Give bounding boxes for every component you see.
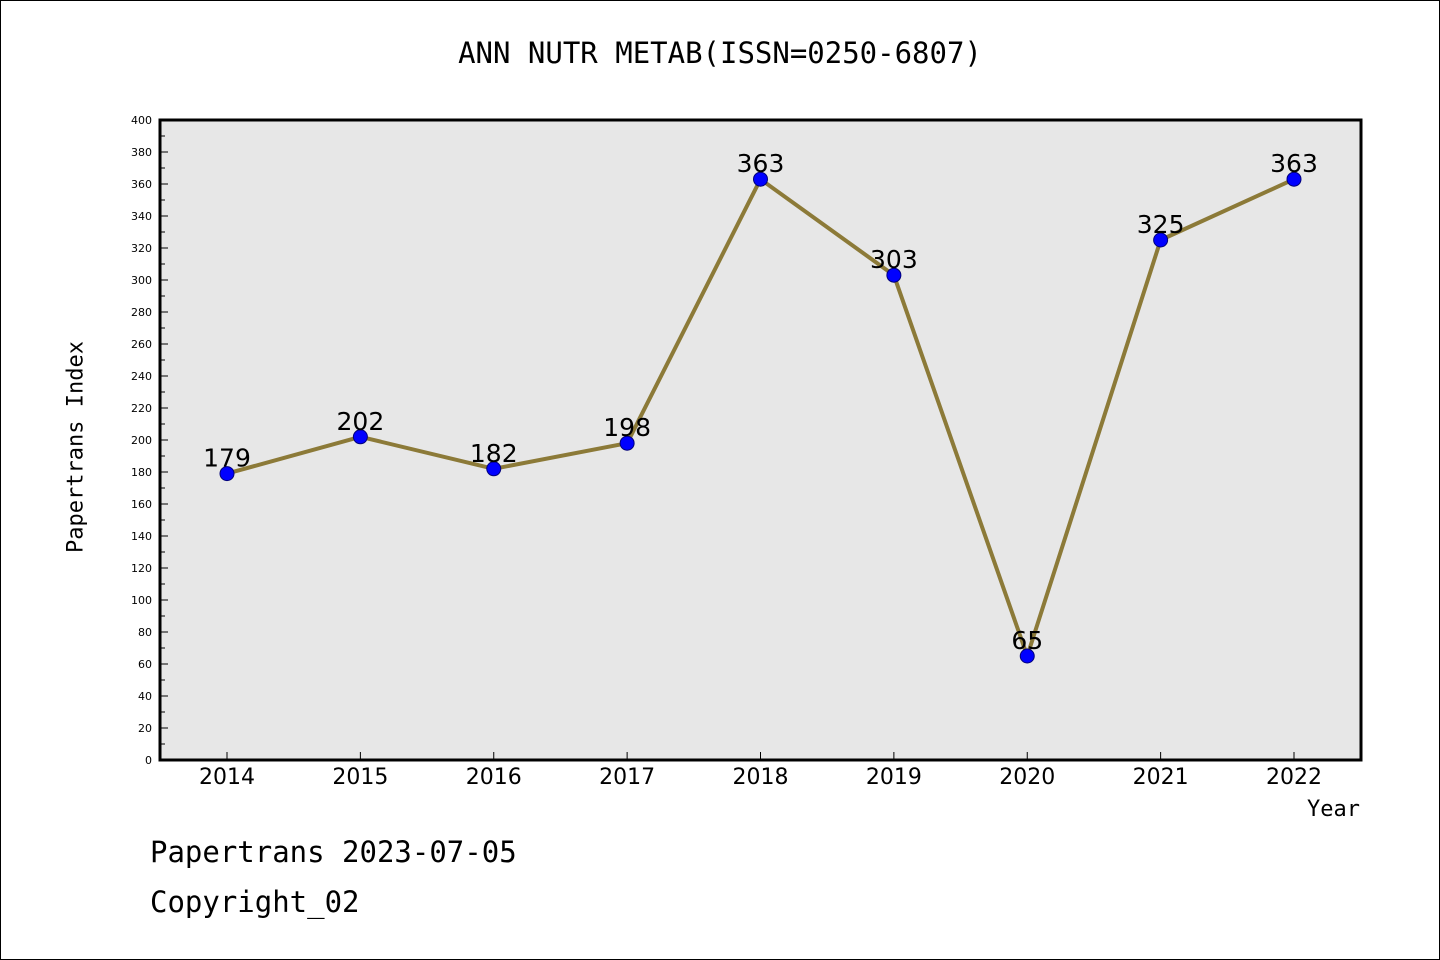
y-tick-label: 80 xyxy=(138,626,152,639)
data-label: 363 xyxy=(1270,149,1318,178)
x-axis-label: Year xyxy=(1307,797,1360,822)
data-label: 303 xyxy=(870,245,918,274)
data-point xyxy=(886,267,902,283)
plot-border xyxy=(158,118,1363,762)
y-tick-label: 140 xyxy=(131,530,152,543)
data-point xyxy=(352,429,368,445)
y-tick-label: 100 xyxy=(131,594,152,607)
y-tick-label: 280 xyxy=(131,306,152,319)
x-tick-label: 2015 xyxy=(332,765,388,790)
data-label: 198 xyxy=(603,413,651,442)
y-tick-label: 40 xyxy=(138,690,152,703)
y-tick-label: 340 xyxy=(131,210,152,223)
y-tick-label: 300 xyxy=(131,274,152,287)
data-point xyxy=(219,466,235,482)
data-labels: 179 202 182 198 363 303 65 325 363 xyxy=(203,149,1318,655)
y-tick-label: 380 xyxy=(131,146,152,159)
x-tick-label: 2022 xyxy=(1266,765,1322,790)
y-tick-label: 400 xyxy=(131,114,152,127)
data-point xyxy=(753,171,768,187)
x-tick-label: 2016 xyxy=(466,765,522,790)
x-tick-label: 2020 xyxy=(999,765,1055,790)
y-tick-label: 320 xyxy=(131,242,152,255)
y-tick-label: 160 xyxy=(131,498,152,511)
data-point xyxy=(486,461,502,477)
data-label: 363 xyxy=(737,149,785,178)
data-points xyxy=(219,171,1302,664)
x-tick-label: 2019 xyxy=(866,765,922,790)
data-label: 182 xyxy=(470,439,518,468)
data-point xyxy=(1153,232,1169,248)
y-tick-label: 0 xyxy=(145,754,152,767)
footer-date: Papertrans 2023-07-05 xyxy=(150,835,517,869)
data-point xyxy=(1286,171,1302,187)
y-tick-label: 20 xyxy=(138,722,152,735)
data-label: 325 xyxy=(1137,210,1185,239)
data-label: 65 xyxy=(1011,626,1043,655)
footer-copyright: Copyright_02 xyxy=(150,885,360,919)
data-point xyxy=(1019,648,1035,664)
y-tick-label: 60 xyxy=(138,658,152,671)
data-label: 179 xyxy=(203,444,251,473)
y-tick-label: 120 xyxy=(131,562,152,575)
y-tick-label: 220 xyxy=(131,402,152,415)
y-tick-label: 200 xyxy=(131,434,152,447)
data-label: 202 xyxy=(337,407,385,436)
y-tick-label: 180 xyxy=(131,466,152,479)
x-axis: 2014 2015 2016 2017 2018 2019 2020 2021 2022 xyxy=(199,752,1322,790)
y-tick-label: 260 xyxy=(131,338,152,351)
y-tick-label: 240 xyxy=(131,370,152,383)
x-tick-label: 2017 xyxy=(599,765,655,790)
y-tick-label: 360 xyxy=(131,178,152,191)
x-tick-label: 2018 xyxy=(733,765,789,790)
x-tick-label: 2014 xyxy=(199,765,255,790)
data-point xyxy=(619,435,635,451)
chart-title: ANN NUTR METAB(ISSN=0250-6807) xyxy=(458,36,982,70)
x-tick-label: 2021 xyxy=(1133,765,1189,790)
